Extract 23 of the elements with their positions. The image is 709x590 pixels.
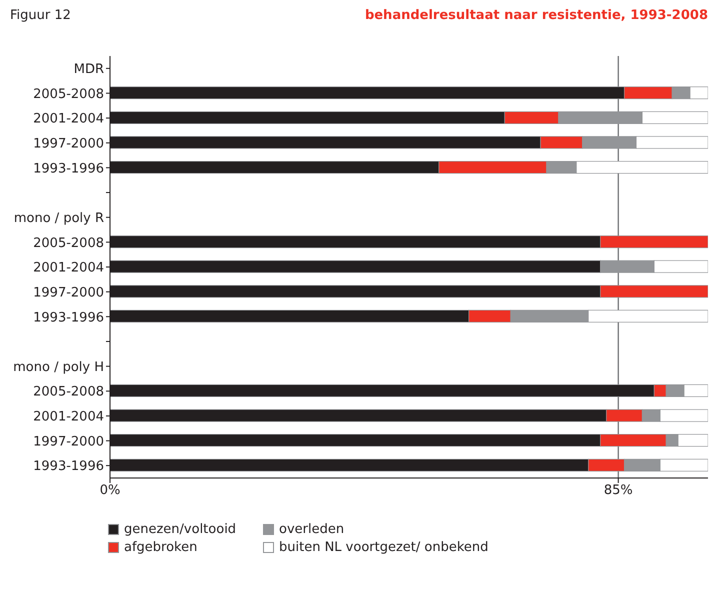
y-tick-label: 1997-2000 — [33, 136, 104, 152]
x-tick-label: 0% — [100, 483, 120, 498]
legend-label: buiten NL voortgezet/ onbekend — [279, 540, 488, 555]
legend-label: genezen/voltooid — [124, 522, 236, 537]
y-tick-label: 2005-2008 — [33, 236, 104, 251]
y-tick-label: mono / poly R — [14, 210, 104, 226]
y-tick-label: 1997-2000 — [33, 285, 104, 300]
y-tick-label: 2001-2004 — [33, 410, 104, 425]
y-tick-label: 2005-2008 — [33, 384, 104, 400]
y-tick-label: MDR — [74, 62, 104, 78]
y-tick-label: 1993-1996 — [33, 459, 104, 474]
legend-label: afgebroken — [124, 540, 198, 555]
y-tick-label: 1993-1996 — [33, 161, 104, 176]
x-tick-label: 85% — [604, 483, 633, 498]
legend-label: overleden — [279, 522, 344, 537]
y-tick-label: mono / poly H — [13, 360, 104, 375]
y-tick-label: 1993-1996 — [33, 310, 104, 326]
y-tick-label: 2001-2004 — [33, 112, 104, 127]
y-tick-label: 2005-2008 — [33, 86, 104, 102]
y-tick-label: 2001-2004 — [33, 260, 104, 276]
y-tick-label: 1997-2000 — [33, 434, 104, 450]
chart-title: behandelresultaat naar resistentie, 1993-2008 — [364, 8, 708, 25]
text: Figuur 12 — [9, 8, 71, 25]
